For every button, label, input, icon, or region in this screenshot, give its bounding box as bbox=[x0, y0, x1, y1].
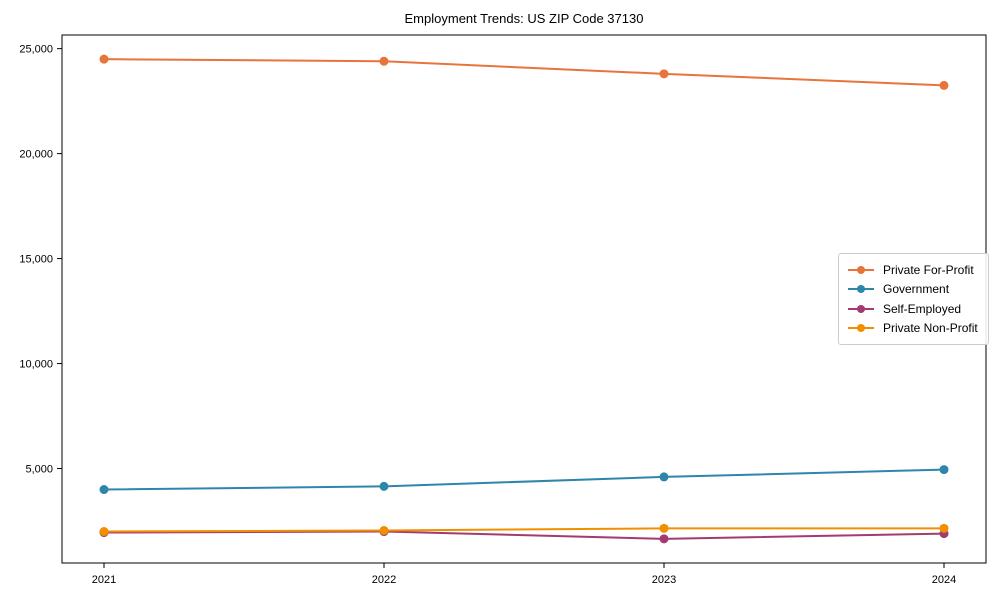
series-line-government bbox=[103, 468, 945, 491]
legend-marker-icon bbox=[848, 323, 874, 333]
legend-marker-icon bbox=[848, 265, 874, 275]
legend-marker-icon bbox=[848, 284, 874, 294]
series-line-self-employed bbox=[103, 530, 945, 540]
y-axis-tick-label: 15,000 bbox=[19, 254, 53, 266]
data-point-private-non-profit-2024 bbox=[939, 523, 949, 533]
data-point-private-for-profit-2021 bbox=[99, 54, 109, 64]
series-line-private-for-profit bbox=[103, 58, 945, 87]
data-point-private-for-profit-2024 bbox=[939, 80, 949, 90]
legend-marker-icon bbox=[848, 304, 874, 314]
legend-item-private-non-profit: Private Non-Profit bbox=[848, 319, 978, 339]
data-point-government-2022 bbox=[379, 481, 389, 491]
chart-title: Employment Trends: US ZIP Code 37130 bbox=[404, 11, 644, 26]
legend-label: Self-Employed bbox=[883, 301, 962, 316]
x-axis-tick-label: 2024 bbox=[932, 574, 956, 586]
data-point-private-non-profit-2021 bbox=[99, 527, 109, 537]
legend-item-private-for-profit: Private For-Profit bbox=[848, 260, 978, 280]
y-axis-tick-label: 10,000 bbox=[19, 359, 53, 371]
data-point-private-for-profit-2023 bbox=[659, 69, 669, 79]
series-line-private-non-profit bbox=[103, 527, 944, 533]
y-axis-tick-label: 20,000 bbox=[19, 149, 53, 161]
x-axis-tick-label: 2021 bbox=[92, 574, 116, 586]
data-point-self-employed-2023 bbox=[659, 534, 669, 544]
y-axis-tick-label: 25,000 bbox=[19, 44, 53, 56]
x-axis-tick-label: 2022 bbox=[372, 574, 396, 586]
data-point-government-2023 bbox=[659, 472, 669, 482]
legend-label: Private Non-Profit bbox=[883, 321, 978, 336]
legend-item-self-employed: Self-Employed bbox=[848, 299, 978, 319]
data-point-private-non-profit-2023 bbox=[659, 523, 669, 533]
data-point-private-for-profit-2022 bbox=[379, 56, 389, 66]
legend-item-government: Government bbox=[848, 280, 978, 300]
x-axis-tick-label: 2023 bbox=[652, 574, 676, 586]
legend: Private For-Profit Government Self-Employe… bbox=[838, 253, 989, 345]
legend-label: Private For-Profit bbox=[883, 262, 974, 277]
data-point-government-2024 bbox=[939, 465, 949, 475]
data-point-private-non-profit-2022 bbox=[379, 525, 389, 535]
legend-label: Government bbox=[883, 282, 950, 297]
data-point-government-2021 bbox=[99, 485, 109, 495]
y-axis-tick-label: 5,000 bbox=[25, 464, 53, 476]
